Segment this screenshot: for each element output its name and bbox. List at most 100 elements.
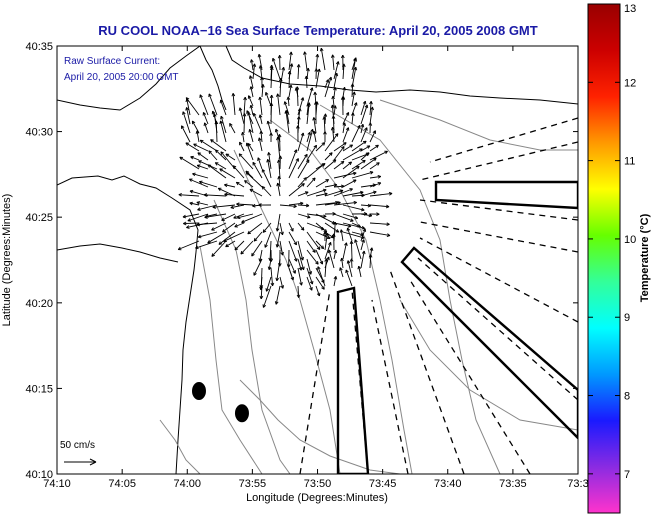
current-vector <box>306 144 317 161</box>
x-tick-label: 73:35 <box>499 478 527 490</box>
current-vector <box>339 267 344 278</box>
current-vector <box>315 249 324 265</box>
current-vector <box>368 122 373 134</box>
current-vector <box>342 165 360 179</box>
depth-contour <box>233 149 341 474</box>
depth-contour <box>159 419 201 474</box>
current-vector <box>274 285 281 305</box>
current-vector <box>369 150 388 161</box>
current-vector <box>232 165 245 179</box>
current-vector <box>264 231 272 248</box>
current-vector <box>284 110 290 134</box>
current-vector <box>357 265 362 278</box>
current-vector <box>304 75 309 89</box>
current-vector <box>351 58 357 80</box>
current-vector <box>279 240 284 256</box>
current-vector <box>306 276 313 291</box>
current-vector <box>219 120 227 143</box>
current-vector <box>271 57 281 80</box>
current-vector <box>212 204 236 209</box>
current-vector <box>314 101 318 125</box>
current-vector <box>297 222 305 231</box>
radar-beam <box>419 199 578 221</box>
current-vector <box>252 161 263 179</box>
colorbar-tick-label: 13 <box>624 3 636 15</box>
current-vector <box>342 127 350 143</box>
current-vector <box>297 203 310 208</box>
current-vector <box>351 112 355 125</box>
current-vector <box>288 183 305 197</box>
y-axis-label: Latitude (Degrees:Minutes) <box>1 194 13 327</box>
current-vector <box>369 222 390 227</box>
current-vector <box>251 240 263 257</box>
current-vector <box>275 213 281 232</box>
current-vector <box>253 258 263 276</box>
y-tick-label: 40:20 <box>25 298 53 310</box>
radar-beam-outline <box>336 286 370 474</box>
current-vector <box>306 131 311 143</box>
current-vector <box>259 130 264 143</box>
current-vector <box>369 204 390 209</box>
current-vector <box>239 141 245 152</box>
current-vector <box>177 240 200 251</box>
current-vector <box>210 139 227 152</box>
current-vector <box>204 213 227 219</box>
current-vector <box>323 131 327 143</box>
long-island-shore <box>225 46 578 105</box>
current-vector <box>276 182 281 197</box>
depth-contour <box>269 119 413 474</box>
current-vector <box>243 96 247 116</box>
current-vector <box>340 96 345 116</box>
current-vector <box>315 240 325 250</box>
annotation-line-1: Raw Surface Current: <box>64 56 160 67</box>
current-vector <box>267 258 272 270</box>
nj-coastline <box>57 175 199 474</box>
colorbar-tick-label: 11 <box>624 156 635 168</box>
current-vector <box>369 144 379 152</box>
current-vector <box>265 276 272 292</box>
current-vector <box>203 122 209 134</box>
current-vector <box>297 159 310 179</box>
current-vector <box>261 186 272 197</box>
current-vector <box>196 222 218 227</box>
radar-beam <box>419 141 578 181</box>
current-vector <box>368 254 373 269</box>
current-vector <box>211 222 227 231</box>
current-vector <box>187 213 209 222</box>
current-vector <box>247 112 254 134</box>
x-tick-label: 73:3 <box>567 478 588 490</box>
current-vector <box>297 153 308 170</box>
current-vector <box>240 240 254 255</box>
current-vector <box>193 143 209 152</box>
current-vector <box>182 213 200 219</box>
current-vector <box>306 128 314 152</box>
current-vector <box>190 155 200 161</box>
current-vector <box>324 222 340 233</box>
current-vector <box>245 142 254 161</box>
current-vector <box>342 213 359 220</box>
current-vector <box>303 51 308 71</box>
depth-contour <box>239 379 401 474</box>
radar-beam <box>371 299 409 474</box>
current-vector <box>333 276 338 287</box>
current-vector <box>230 204 245 209</box>
current-vector <box>342 190 364 197</box>
current-vector <box>360 239 365 251</box>
current-vector <box>346 260 353 278</box>
current-vector <box>222 222 236 233</box>
current-vector <box>360 152 370 161</box>
current-vector <box>238 107 245 125</box>
current-vector <box>192 172 209 179</box>
current-vector <box>244 180 254 188</box>
current-vector <box>341 63 346 80</box>
current-vector <box>296 64 301 80</box>
scale-arrow <box>64 458 97 466</box>
current-vector <box>264 91 272 107</box>
site-marker <box>191 381 206 400</box>
current-vector <box>215 149 227 161</box>
current-vector <box>360 104 369 125</box>
current-vector <box>339 229 344 242</box>
current-vector <box>185 97 200 116</box>
current-vector <box>324 183 338 188</box>
current-vector <box>211 240 227 257</box>
